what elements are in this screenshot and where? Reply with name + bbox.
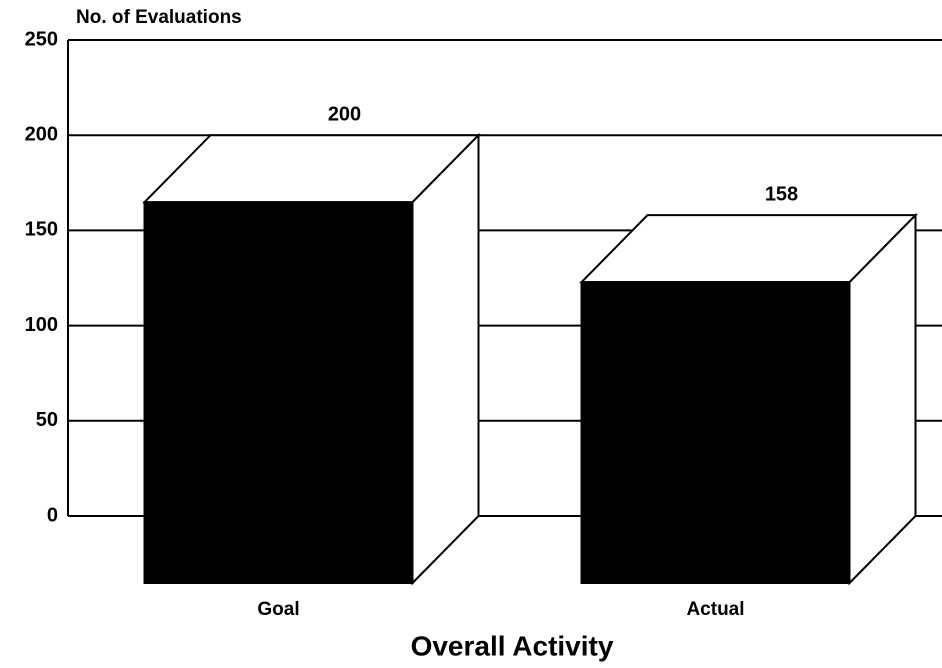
value-label: 200 bbox=[328, 103, 361, 125]
value-label: 158 bbox=[765, 183, 798, 205]
y-tick-label: 100 bbox=[25, 314, 58, 336]
y-axis-label: No. of Evaluations bbox=[76, 7, 242, 28]
y-tick-label: 50 bbox=[36, 409, 58, 431]
x-tick-label: Actual bbox=[686, 599, 744, 620]
y-tick-label: 150 bbox=[25, 219, 58, 241]
bar bbox=[580, 281, 851, 584]
y-tick-label: 0 bbox=[47, 504, 58, 526]
bar-side bbox=[411, 132, 480, 586]
x-axis-label: Overall Activity bbox=[411, 630, 614, 661]
y-tick-label: 200 bbox=[25, 123, 58, 145]
y-tick-label: 250 bbox=[25, 28, 58, 50]
bar bbox=[143, 201, 414, 584]
x-tick-label: Goal bbox=[257, 599, 299, 620]
